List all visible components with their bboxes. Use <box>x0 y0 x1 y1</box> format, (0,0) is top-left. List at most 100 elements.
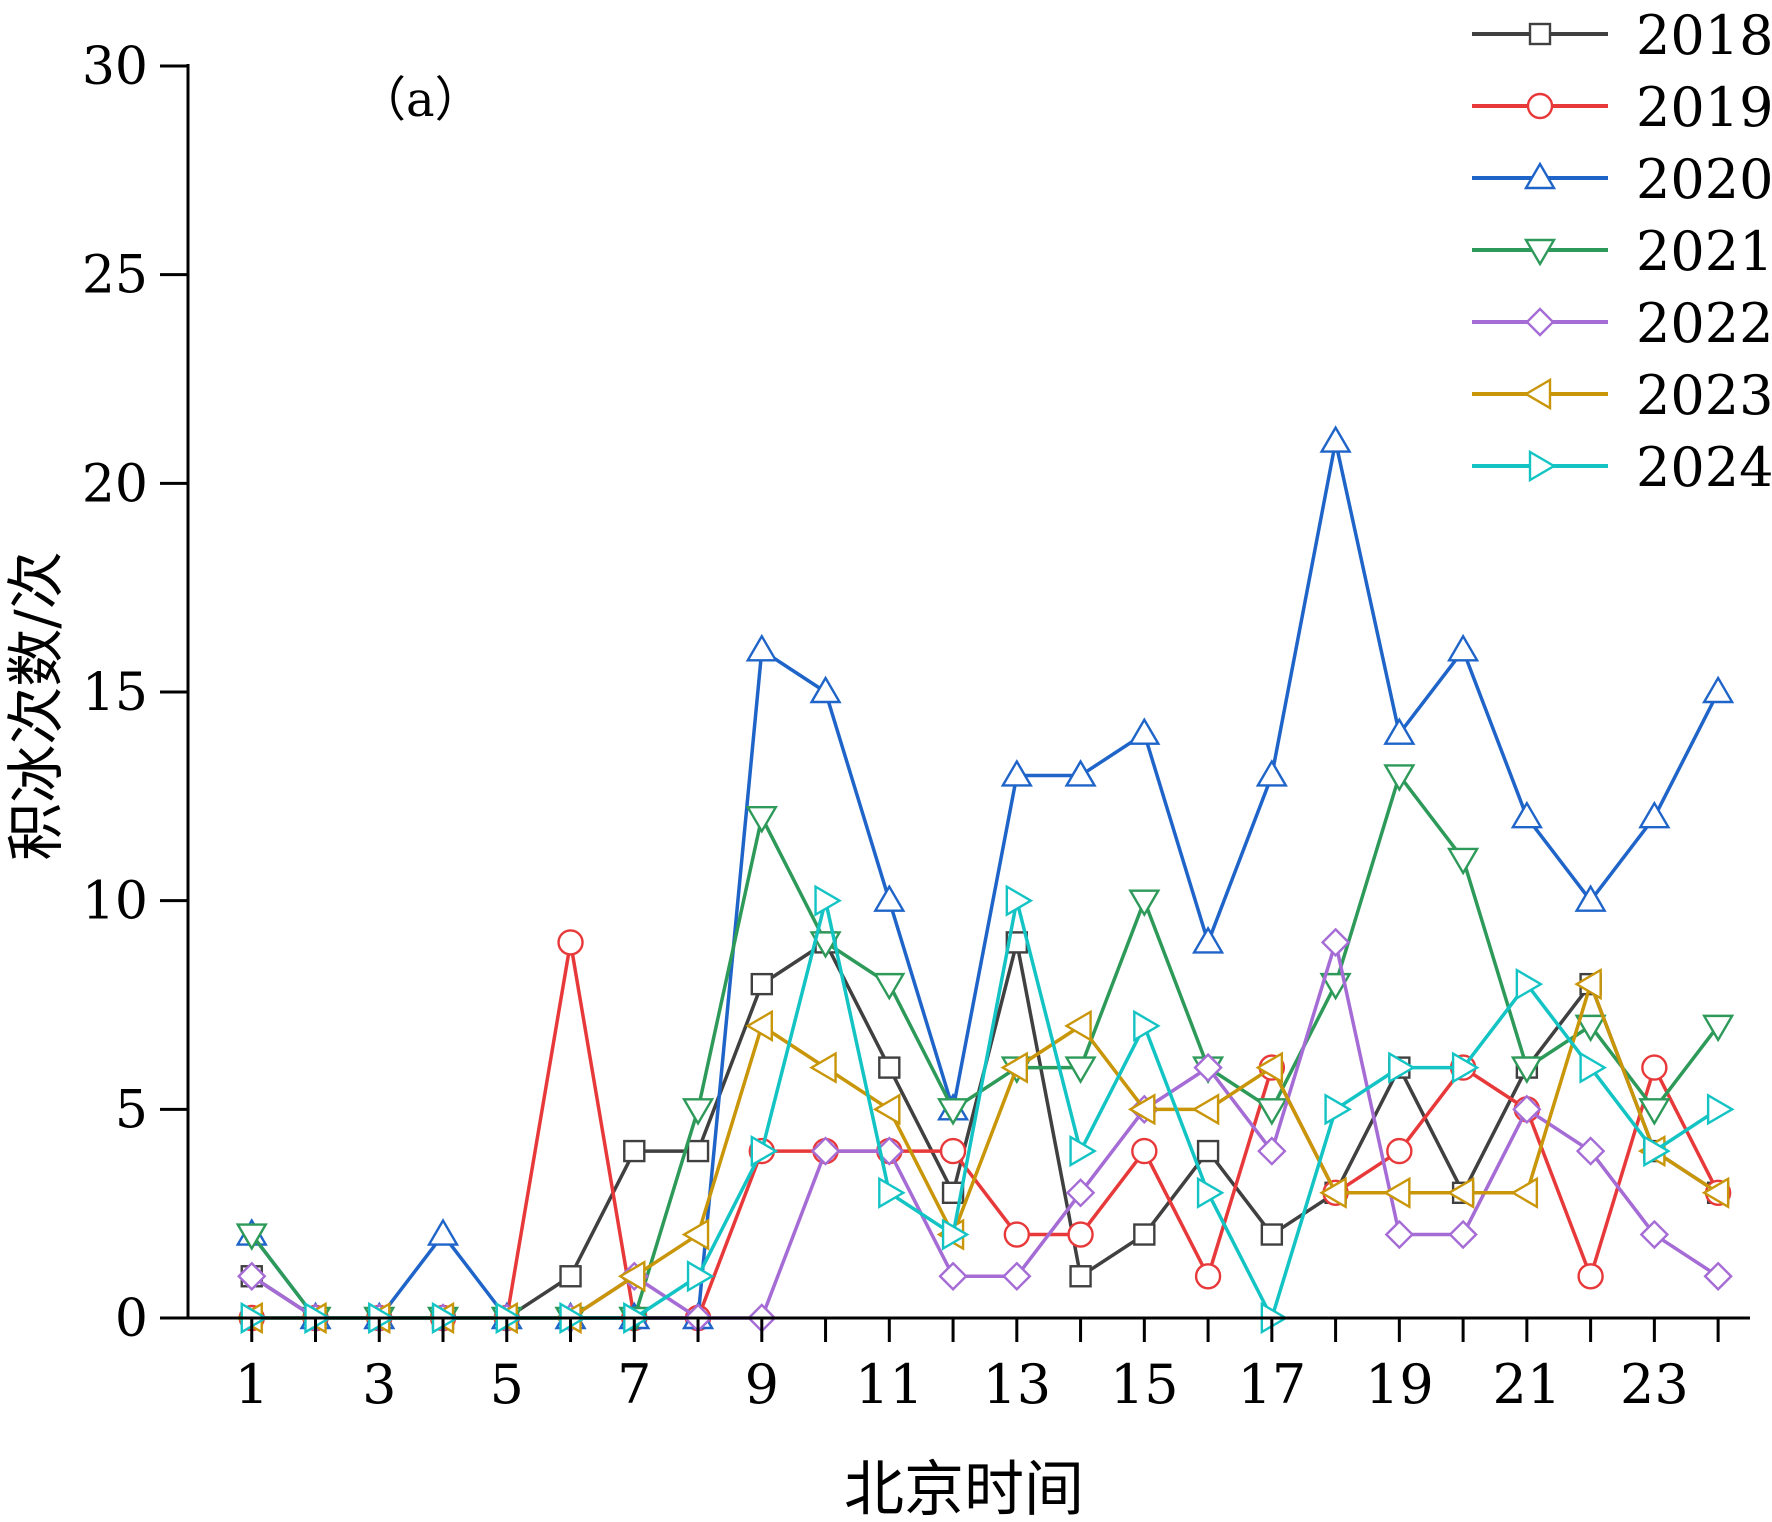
legend-item-2020: 2020 <box>1472 148 1772 211</box>
data-point-2023-24 <box>1701 1176 1730 1209</box>
data-point-2021-15 <box>1128 889 1161 918</box>
data-point-2021-8 <box>681 1098 715 1126</box>
x-ticks: 1 3 5 7 9 11 13 15 17 19 21 23 <box>235 1318 1720 1416</box>
x-tick-label-21: 21 <box>1492 1353 1561 1416</box>
data-point-2023-17 <box>1255 1051 1284 1084</box>
data-point-2019-23 <box>1641 1054 1668 1081</box>
data-point-2019-22 <box>1577 1263 1604 1290</box>
series-line-2024 <box>251 898 1720 1320</box>
data-point-2018-15 <box>1133 1223 1156 1246</box>
data-point-2019-15 <box>1131 1137 1158 1165</box>
data-point-2023-15 <box>1127 1093 1156 1126</box>
series-2021 <box>235 764 1735 1335</box>
data-point-2022-13 <box>1002 1261 1032 1291</box>
series-2022 <box>237 927 1733 1333</box>
data-point-2021-19 <box>1383 764 1416 792</box>
series-layer <box>235 425 1735 1335</box>
data-point-2023-20 <box>1446 1176 1475 1209</box>
legend-label-2019: 2019 <box>1636 76 1772 139</box>
y-tick-label-20: 20 <box>82 454 148 514</box>
y-tick-label-5: 5 <box>115 1080 148 1140</box>
legend-item-2021: 2021 <box>1472 220 1772 283</box>
y-tick-label-15: 15 <box>82 663 148 723</box>
legend-marker-2021 <box>1523 238 1557 267</box>
data-point-2018-14 <box>1069 1265 1092 1288</box>
data-point-2020-16 <box>1191 926 1225 954</box>
x-tick-label-1: 1 <box>235 1353 269 1416</box>
data-point-2021-11 <box>873 972 906 1001</box>
data-point-2020-4 <box>426 1218 460 1246</box>
data-point-2021-1 <box>235 1223 268 1251</box>
data-point-2021-20 <box>1447 847 1480 876</box>
data-point-2024-14 <box>1069 1134 1097 1168</box>
data-point-2021-9 <box>745 806 778 834</box>
data-point-2021-24 <box>1702 1014 1735 1043</box>
data-point-2018-8 <box>686 1139 710 1163</box>
data-point-2022-10 <box>810 1136 841 1166</box>
data-point-2024-12 <box>941 1218 970 1251</box>
data-point-2022-1 <box>237 1261 267 1291</box>
data-point-2019-12 <box>939 1137 967 1165</box>
legend-marker-2020 <box>1523 161 1557 190</box>
data-point-2022-23 <box>1639 1219 1670 1250</box>
data-point-2021-22 <box>1574 1014 1607 1043</box>
data-point-2018-16 <box>1196 1139 1220 1163</box>
data-point-2020-18 <box>1319 425 1352 453</box>
data-point-2020-13 <box>1000 759 1033 787</box>
panel-label: （a） <box>358 72 483 128</box>
data-point-2023-22 <box>1574 968 1602 1001</box>
legend-label-2021: 2021 <box>1636 220 1772 283</box>
data-point-2023-13 <box>1000 1051 1029 1084</box>
y-ticks: 0 5 10 15 20 25 30 <box>82 37 188 1349</box>
data-point-2024-8 <box>686 1260 715 1293</box>
series-2019 <box>238 929 1732 1332</box>
x-tick-label-13: 13 <box>982 1353 1051 1416</box>
x-tick-label-11: 11 <box>855 1353 924 1416</box>
y-tick-label-25: 25 <box>82 246 148 306</box>
data-point-2019-13 <box>1003 1221 1031 1248</box>
data-point-2024-21 <box>1515 968 1544 1001</box>
data-point-2022-19 <box>1384 1219 1415 1250</box>
x-tick-label-15: 15 <box>1110 1353 1179 1416</box>
data-point-2020-10 <box>809 675 842 704</box>
x-tick-label-3: 3 <box>362 1353 396 1416</box>
data-point-2020-24 <box>1702 675 1735 704</box>
legend: 2018 2019 2020 2021 2022 2023 2024 <box>1472 4 1772 499</box>
data-point-2023-18 <box>1319 1176 1347 1209</box>
legend-label-2022: 2022 <box>1636 292 1772 355</box>
data-point-2023-21 <box>1510 1176 1539 1209</box>
data-point-2023-9 <box>745 1009 773 1042</box>
legend-item-2023: 2023 <box>1472 364 1772 427</box>
legend-marker-2024 <box>1528 449 1557 483</box>
x-tick-label-17: 17 <box>1237 1353 1306 1416</box>
data-point-2021-14 <box>1064 1056 1097 1084</box>
data-point-2018-9 <box>750 972 773 996</box>
data-point-2024-23 <box>1643 1134 1671 1168</box>
data-point-2020-20 <box>1447 633 1480 662</box>
data-point-2023-16 <box>1191 1093 1220 1126</box>
data-point-2024-13 <box>1005 884 1034 917</box>
data-point-2024-10 <box>814 884 842 917</box>
x-tick-label-19: 19 <box>1365 1353 1434 1416</box>
x-tick-label-5: 5 <box>490 1353 524 1416</box>
legend-item-2019: 2019 <box>1472 76 1772 139</box>
data-point-2024-19 <box>1388 1051 1416 1084</box>
data-point-2018-11 <box>878 1056 901 1079</box>
series-line-2018 <box>250 940 1720 1320</box>
data-point-2024-18 <box>1324 1093 1352 1126</box>
data-point-2020-9 <box>745 633 778 662</box>
data-point-2024-9 <box>750 1134 779 1168</box>
y-tick-label-30: 30 <box>82 37 148 97</box>
data-point-2023-10 <box>809 1051 837 1084</box>
legend-marker-2022 <box>1525 307 1555 337</box>
y-tick-label-10: 10 <box>82 872 148 932</box>
data-point-2020-17 <box>1255 759 1288 787</box>
data-point-2019-14 <box>1067 1221 1094 1248</box>
data-point-2021-17 <box>1255 1098 1288 1126</box>
data-point-2022-20 <box>1448 1219 1478 1250</box>
data-point-2024-24 <box>1706 1093 1735 1126</box>
data-point-2023-7 <box>617 1260 646 1293</box>
legend-marker-2023 <box>1523 377 1552 411</box>
